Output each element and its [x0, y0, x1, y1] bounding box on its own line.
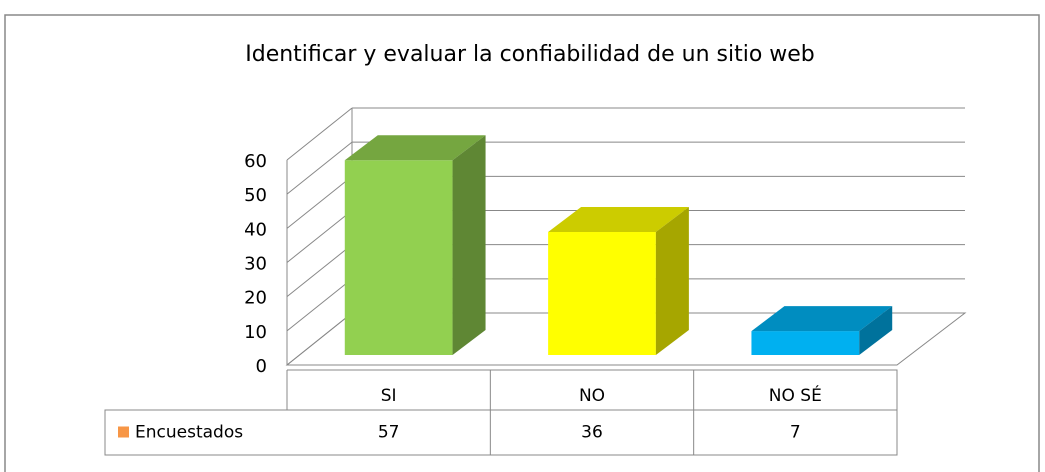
- y-tick-label: 10: [244, 322, 267, 343]
- data-label: 36: [581, 423, 603, 443]
- y-tick-label: 60: [244, 151, 267, 172]
- data-label: 57: [378, 423, 400, 443]
- data-label: 7: [790, 423, 801, 443]
- legend-label: Encuestados: [135, 423, 243, 443]
- grid-line: [286, 244, 353, 298]
- y-tick-label: 30: [244, 254, 267, 275]
- bar: [548, 207, 689, 355]
- x-tick-label: NO: [579, 386, 605, 406]
- grid-line: [286, 107, 353, 161]
- grid-line: [286, 210, 353, 263]
- x-tick-label: NO SÉ: [769, 384, 822, 406]
- chart-border: [4, 14, 1040, 472]
- chart-title: Identificar y evaluar la confiabilidad d…: [245, 42, 815, 67]
- y-tick-label: 0: [256, 356, 267, 377]
- legend-swatch: [118, 426, 129, 438]
- grid-line: [286, 141, 353, 195]
- y-tick-label: 20: [244, 288, 267, 309]
- grid-line: [286, 278, 353, 332]
- y-tick-label: 40: [244, 219, 267, 240]
- bar: [751, 306, 893, 355]
- bar: [344, 135, 486, 355]
- y-tick-label: 50: [244, 185, 267, 206]
- grid-line: [286, 312, 353, 366]
- x-tick-label: SI: [381, 386, 397, 406]
- grid-line: [286, 175, 353, 229]
